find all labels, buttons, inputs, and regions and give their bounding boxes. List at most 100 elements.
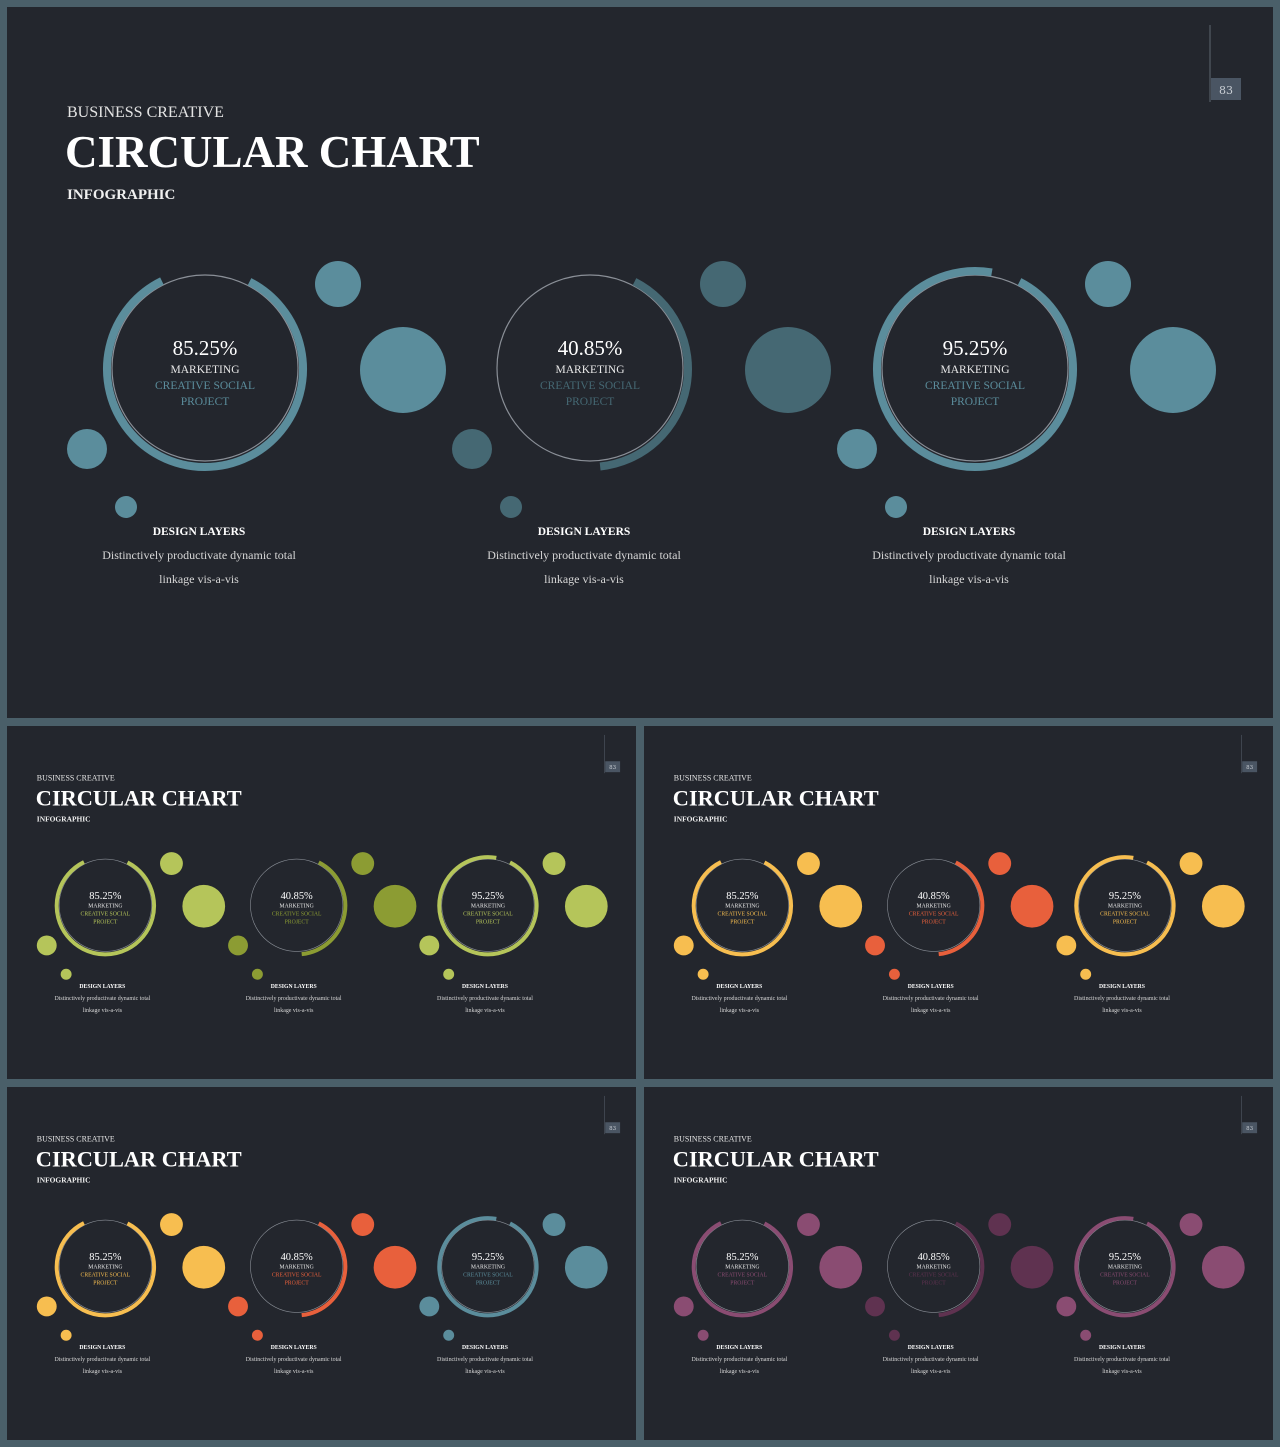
- decorative-bubble: [1010, 1245, 1054, 1289]
- decorative-bubble: [351, 852, 375, 875]
- decorative-bubble: [837, 429, 877, 469]
- decorative-bubble: [745, 327, 831, 413]
- kicker: BUSINESS CREATIVE: [37, 1135, 115, 1144]
- percent-label: MARKETING: [725, 1265, 759, 1271]
- decorative-bubble: [419, 1296, 440, 1317]
- item-description: linkage vis-a-vis: [1102, 1369, 1142, 1375]
- item-description: Distinctively productivate dynamic total: [246, 1357, 342, 1363]
- slide-canvas: 83 BUSINESS CREATIVE CIRCULAR CHART INFOGRA…: [65, 25, 1241, 586]
- percent-sublabel: PROJECT: [922, 920, 947, 926]
- slide-title: CIRCULAR CHART: [36, 1146, 242, 1171]
- decorative-bubble: [315, 261, 361, 307]
- item-description: linkage vis-a-vis: [465, 1008, 505, 1014]
- decorative-bubble: [182, 1245, 226, 1289]
- item-description: Distinctively productivate dynamic total: [691, 996, 787, 1002]
- decorative-bubble: [60, 968, 72, 980]
- decorative-bubble: [228, 1296, 248, 1317]
- percent-label: MARKETING: [941, 364, 1010, 376]
- slide-subtitle: INFOGRAPHIC: [37, 814, 91, 823]
- item-description: linkage vis-a-vis: [720, 1369, 760, 1375]
- item-description: linkage vis-a-vis: [465, 1369, 505, 1375]
- percent-value: 40.85%: [918, 1252, 950, 1263]
- decorative-bubble: [60, 1329, 72, 1341]
- percent-value: 40.85%: [558, 336, 623, 360]
- decorative-bubble: [228, 935, 248, 956]
- circular-chart-item: 95.25% MARKETING CREATIVE SOCIAL PROJECT DES…: [1056, 1213, 1245, 1375]
- ring-outline: [250, 858, 344, 952]
- percent-label: MARKETING: [1108, 1265, 1142, 1271]
- decorative-bubble: [542, 852, 566, 875]
- progress-arc: [54, 1221, 157, 1318]
- kicker: BUSINESS CREATIVE: [674, 1135, 752, 1144]
- percent-sublabel: CREATIVE SOCIAL: [909, 1273, 959, 1279]
- percent-sublabel: PROJECT: [1113, 1281, 1138, 1287]
- circular-chart-item: 95.25% MARKETING CREATIVE SOCIAL PROJECT DES…: [419, 1213, 608, 1375]
- decorative-bubble: [865, 1296, 885, 1317]
- slide-subtitle: INFOGRAPHIC: [674, 814, 728, 823]
- percent-sublabel: CREATIVE SOCIAL: [463, 1273, 513, 1279]
- percent-sublabel: CREATIVE SOCIAL: [925, 380, 1025, 392]
- percent-label: MARKETING: [471, 904, 505, 910]
- percent-value: 85.25%: [89, 1252, 121, 1263]
- ring-outline: [58, 1219, 152, 1313]
- percent-sublabel: CREATIVE SOCIAL: [1100, 912, 1150, 918]
- percent-value: 85.25%: [726, 1252, 758, 1263]
- percent-sublabel: PROJECT: [93, 920, 118, 926]
- item-description: Distinctively productivate dynamic total: [691, 1357, 787, 1363]
- ring-outline: [441, 1219, 535, 1313]
- decorative-bubble: [443, 1329, 455, 1341]
- kicker: BUSINESS CREATIVE: [37, 774, 115, 783]
- item-description: linkage vis-a-vis: [911, 1008, 951, 1014]
- progress-arc: [103, 277, 307, 471]
- percent-sublabel: CREATIVE SOCIAL: [718, 912, 768, 918]
- decorative-bubble: [373, 884, 417, 928]
- page-number: 83: [1246, 765, 1253, 771]
- item-description: Distinctively productivate dynamic total: [883, 996, 979, 1002]
- page-number-badge: [1211, 78, 1241, 100]
- percent-sublabel: CREATIVE SOCIAL: [155, 380, 255, 392]
- progress-arc: [1074, 1216, 1176, 1318]
- item-description: Distinctively productivate dynamic total: [102, 548, 296, 562]
- item-description: linkage vis-a-vis: [274, 1369, 314, 1375]
- decorative-bubble: [797, 852, 820, 875]
- decorative-bubble: [160, 852, 183, 875]
- percent-value: 40.85%: [918, 891, 950, 902]
- circular-chart-item: 40.85% MARKETING CREATIVE SOCIAL PROJECT DES…: [865, 1213, 1054, 1375]
- percent-sublabel: CREATIVE SOCIAL: [718, 1273, 768, 1279]
- page-number: 83: [1246, 1126, 1253, 1132]
- item-heading: DESIGN LAYERS: [923, 526, 1016, 538]
- decorative-bubble: [1085, 261, 1131, 307]
- circular-chart-item: 85.25% MARKETING CREATIVE SOCIAL PROJECT DES…: [673, 852, 863, 1014]
- percent-sublabel: CREATIVE SOCIAL: [272, 912, 322, 918]
- page-number-badge: [605, 1122, 621, 1134]
- percent-label: MARKETING: [917, 1265, 951, 1271]
- percent-sublabel: CREATIVE SOCIAL: [463, 912, 513, 918]
- ring-outline: [695, 858, 789, 952]
- percent-sublabel: PROJECT: [476, 920, 501, 926]
- item-heading: DESIGN LAYERS: [462, 984, 508, 990]
- item-description: linkage vis-a-vis: [544, 572, 624, 586]
- progress-arc: [938, 860, 985, 957]
- progress-arc: [873, 267, 1077, 471]
- decorative-bubble: [36, 1296, 57, 1317]
- percent-sublabel: PROJECT: [476, 1281, 501, 1287]
- ring-outline: [1078, 858, 1172, 952]
- item-description: Distinctively productivate dynamic total: [872, 548, 1066, 562]
- percent-value: 40.85%: [281, 891, 313, 902]
- percent-sublabel: PROJECT: [285, 1281, 310, 1287]
- progress-arc: [1074, 855, 1176, 957]
- slide-subtitle: INFOGRAPHIC: [37, 1175, 91, 1184]
- percent-label: MARKETING: [280, 904, 314, 910]
- decorative-bubble: [797, 1213, 820, 1236]
- decorative-bubble: [1080, 1329, 1092, 1341]
- item-heading: DESIGN LAYERS: [153, 526, 246, 538]
- decorative-bubble: [697, 968, 709, 980]
- page-number: 83: [609, 765, 616, 771]
- item-description: linkage vis-a-vis: [83, 1008, 123, 1014]
- circular-chart-item: 40.85% MARKETING CREATIVE SOCIAL PROJECT DES…: [228, 852, 417, 1014]
- item-description: linkage vis-a-vis: [83, 1369, 123, 1375]
- percent-value: 95.25%: [1109, 1252, 1141, 1263]
- progress-arc: [691, 860, 794, 957]
- decorative-bubble: [251, 968, 263, 980]
- item-description: Distinctively productivate dynamic total: [883, 1357, 979, 1363]
